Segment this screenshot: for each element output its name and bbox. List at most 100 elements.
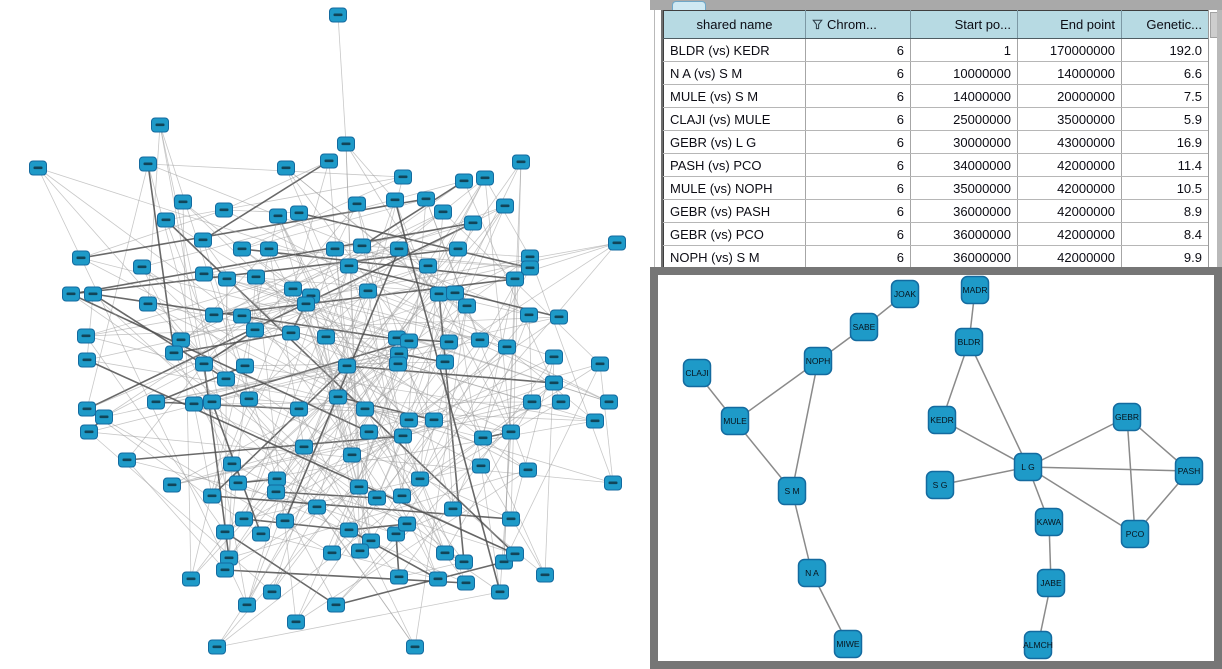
- graph-node[interactable]: [282, 325, 300, 341]
- table-cell[interactable]: 6: [805, 84, 911, 108]
- table-cell[interactable]: 34000000: [910, 153, 1018, 177]
- graph-node[interactable]: [436, 354, 454, 370]
- graph-node[interactable]: [139, 156, 157, 172]
- graph-node[interactable]: [520, 307, 538, 323]
- table-cell[interactable]: 7.5: [1121, 84, 1209, 108]
- node-jabe[interactable]: JABE: [1036, 568, 1066, 598]
- graph-node[interactable]: [246, 322, 264, 338]
- main-network-view[interactable]: [0, 0, 650, 669]
- graph-node[interactable]: [340, 522, 358, 538]
- graph-node[interactable]: [545, 349, 563, 365]
- graph-node[interactable]: [287, 614, 305, 630]
- node-madr[interactable]: MADR: [960, 275, 990, 305]
- node-sm[interactable]: S M: [777, 476, 807, 506]
- table-cell[interactable]: BLDR (vs) KEDR: [663, 38, 806, 62]
- table-cell[interactable]: 35000000: [1017, 107, 1122, 131]
- graph-node[interactable]: [491, 584, 509, 600]
- node-almch[interactable]: ALMCH: [1023, 630, 1053, 660]
- graph-node[interactable]: [223, 456, 241, 472]
- panel-tab[interactable]: [672, 1, 706, 10]
- graph-node[interactable]: [340, 258, 358, 274]
- table-cell[interactable]: MULE (vs) S M: [663, 84, 806, 108]
- graph-node[interactable]: [398, 516, 416, 532]
- table-cell[interactable]: 1: [910, 38, 1018, 62]
- table-cell[interactable]: 36000000: [910, 245, 1018, 269]
- graph-node[interactable]: [455, 173, 473, 189]
- graph-node[interactable]: [552, 394, 570, 410]
- graph-node[interactable]: [72, 250, 90, 266]
- column-header-genetic---[interactable]: Genetic...: [1121, 10, 1209, 39]
- table-cell[interactable]: 6: [805, 130, 911, 154]
- table-cell[interactable]: 14000000: [1017, 61, 1122, 85]
- graph-node[interactable]: [269, 208, 287, 224]
- table-row[interactable]: PASH (vs) PCO 6 34000000 42000000 11.4: [663, 153, 1209, 177]
- graph-node[interactable]: [194, 232, 212, 248]
- graph-node[interactable]: [77, 328, 95, 344]
- table-cell[interactable]: MULE (vs) NOPH: [663, 176, 806, 200]
- graph-node[interactable]: [276, 513, 294, 529]
- graph-node[interactable]: [216, 524, 234, 540]
- graph-node[interactable]: [326, 241, 344, 257]
- table-cell[interactable]: 25000000: [910, 107, 1018, 131]
- subnetwork-edge-lg-pco[interactable]: [1027, 466, 1136, 535]
- table-cell[interactable]: N A (vs) S M: [663, 61, 806, 85]
- graph-node[interactable]: [151, 117, 169, 133]
- table-cell[interactable]: 192.0: [1121, 38, 1209, 62]
- node-kawa[interactable]: KAWA: [1034, 507, 1064, 537]
- graph-node[interactable]: [203, 488, 221, 504]
- table-cell[interactable]: CLAJI (vs) MULE: [663, 107, 806, 131]
- graph-node[interactable]: [238, 597, 256, 613]
- graph-node[interactable]: [353, 238, 371, 254]
- table-cell[interactable]: 8.9: [1121, 199, 1209, 223]
- subnetwork-view[interactable]: JOAK MADR SABE BLDR NOPH CLAJI MULE KEDR GEBR L G…: [658, 275, 1214, 661]
- node-kedr[interactable]: KEDR: [927, 405, 957, 435]
- table-row[interactable]: GEBR (vs) L G 6 30000000 43000000 16.9: [663, 130, 1209, 154]
- graph-node[interactable]: [502, 424, 520, 440]
- graph-node[interactable]: [195, 356, 213, 372]
- table-cell[interactable]: NOPH (vs) S M: [663, 245, 806, 269]
- graph-node[interactable]: [429, 571, 447, 587]
- node-pco[interactable]: PCO: [1120, 519, 1150, 549]
- graph-node[interactable]: [205, 307, 223, 323]
- graph-node[interactable]: [329, 389, 347, 405]
- node-sg[interactable]: S G: [925, 470, 955, 500]
- subnetwork-edge-lg-pash[interactable]: [1027, 466, 1190, 472]
- node-na[interactable]: N A: [797, 558, 827, 588]
- graph-node[interactable]: [62, 286, 80, 302]
- table-cell[interactable]: 5.9: [1121, 107, 1209, 131]
- node-sabe[interactable]: SABE: [849, 312, 879, 342]
- graph-node[interactable]: [436, 545, 454, 561]
- column-header-shared-name[interactable]: shared name: [663, 10, 806, 39]
- node-noph[interactable]: NOPH: [803, 346, 833, 376]
- graph-node[interactable]: [455, 554, 473, 570]
- graph-node[interactable]: [502, 511, 520, 527]
- scrollbar-track[interactable]: [1217, 10, 1222, 268]
- table-cell[interactable]: 6: [805, 199, 911, 223]
- graph-node[interactable]: [400, 333, 418, 349]
- graph-node[interactable]: [394, 428, 412, 444]
- table-cell[interactable]: 170000000: [1017, 38, 1122, 62]
- graph-node[interactable]: [521, 260, 539, 276]
- graph-node[interactable]: [536, 567, 554, 583]
- graph-node[interactable]: [425, 412, 443, 428]
- graph-node[interactable]: [118, 452, 136, 468]
- graph-node[interactable]: [308, 499, 326, 515]
- graph-node[interactable]: [496, 198, 514, 214]
- graph-node[interactable]: [218, 271, 236, 287]
- subnetwork-edge-gebr-pco[interactable]: [1126, 416, 1136, 535]
- table-cell[interactable]: 42000000: [1017, 176, 1122, 200]
- table-cell[interactable]: 30000000: [910, 130, 1018, 154]
- graph-node[interactable]: [216, 562, 234, 578]
- graph-node[interactable]: [394, 169, 412, 185]
- graph-node[interactable]: [586, 413, 604, 429]
- subnetwork-edge-lg-gebr[interactable]: [1027, 416, 1128, 468]
- graph-node[interactable]: [172, 332, 190, 348]
- graph-node[interactable]: [95, 409, 113, 425]
- graph-node[interactable]: [449, 241, 467, 257]
- graph-node[interactable]: [512, 154, 530, 170]
- graph-node[interactable]: [608, 235, 626, 251]
- graph-node[interactable]: [338, 358, 356, 374]
- graph-node[interactable]: [233, 241, 251, 257]
- graph-node[interactable]: [390, 241, 408, 257]
- graph-node[interactable]: [29, 160, 47, 176]
